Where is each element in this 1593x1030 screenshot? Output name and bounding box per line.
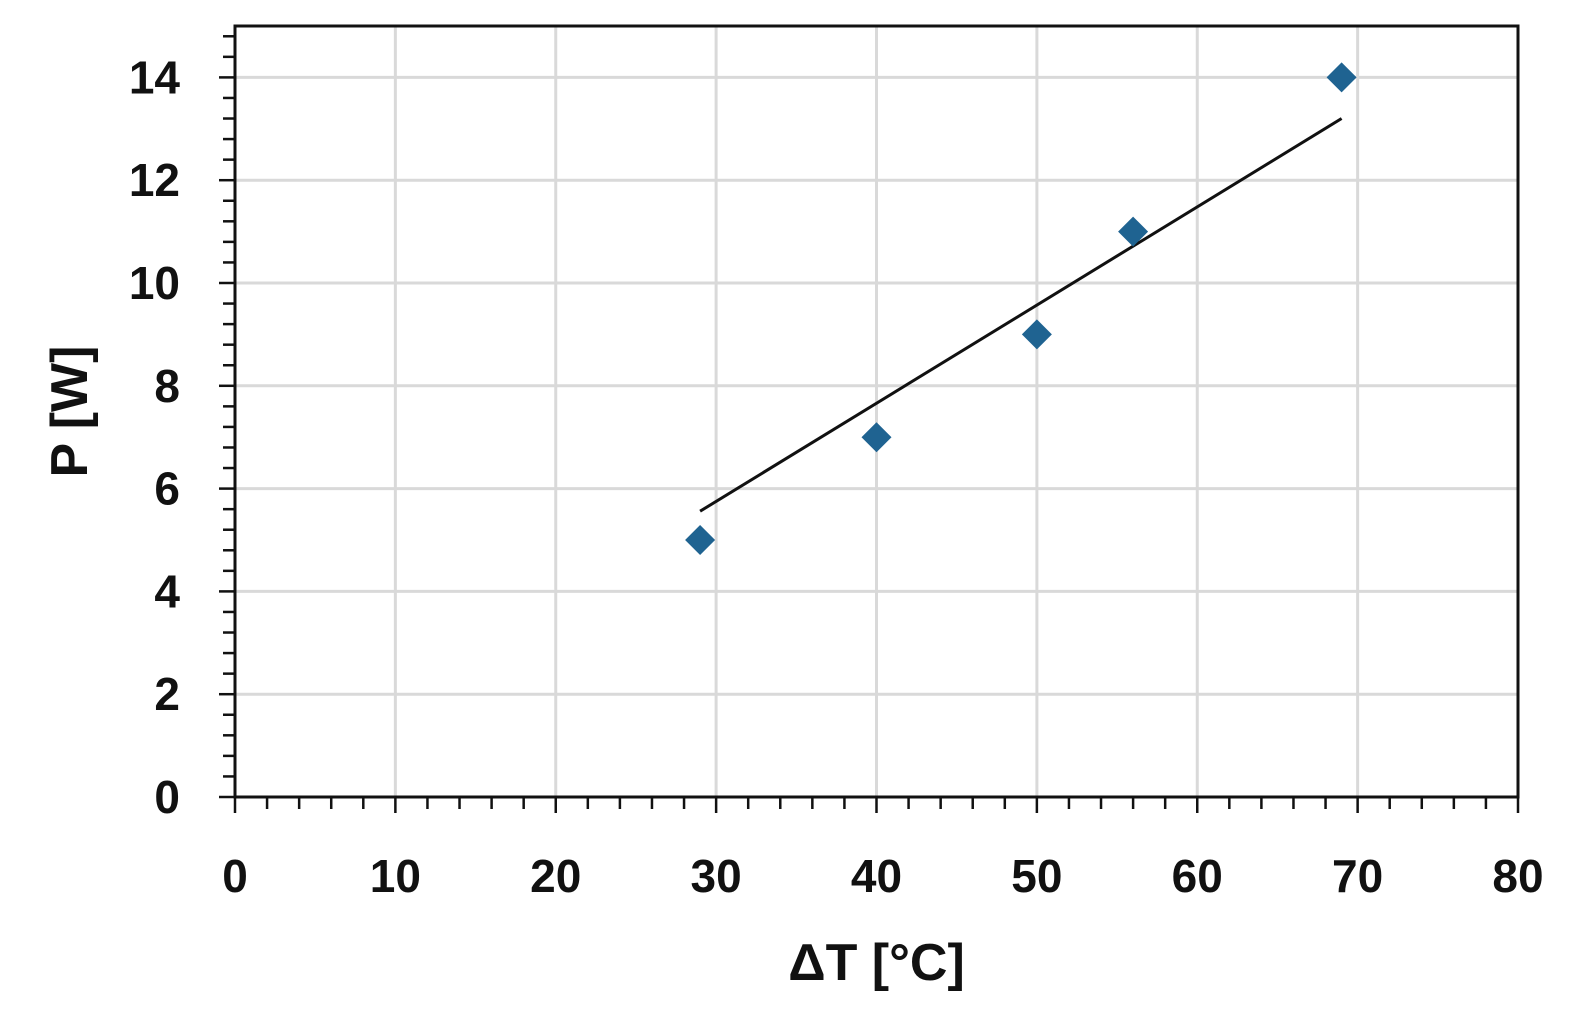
y-tick-label: 2 bbox=[154, 668, 180, 720]
y-tick-label: 6 bbox=[154, 463, 180, 515]
tick-labels: 0 10 20 30 40 50 60 70 80 0 2 4 6 8 10 12 14 bbox=[129, 51, 1544, 902]
linear-trendline bbox=[699, 117, 1343, 513]
y-tick-label: 12 bbox=[129, 154, 180, 206]
data-points bbox=[685, 62, 1357, 555]
data-point-diamond bbox=[861, 422, 892, 453]
x-axis-title: ΔT [°C] bbox=[788, 934, 965, 992]
axes bbox=[219, 26, 1520, 813]
x-tick-label: 20 bbox=[530, 850, 581, 902]
x-tick-label: 80 bbox=[1492, 850, 1543, 902]
trendline-group bbox=[699, 117, 1343, 513]
data-point-diamond bbox=[1021, 319, 1052, 350]
x-tick-label: 0 bbox=[222, 850, 248, 902]
y-axis-title: P [W] bbox=[41, 346, 99, 478]
y-tick-label: 14 bbox=[129, 51, 181, 103]
y-tick-label: 0 bbox=[154, 771, 180, 823]
gridlines bbox=[235, 26, 1518, 797]
x-tick-label: 40 bbox=[851, 850, 902, 902]
data-point-diamond bbox=[1326, 62, 1357, 93]
data-point-diamond bbox=[685, 525, 716, 555]
y-tick-label: 4 bbox=[154, 565, 180, 617]
data-point-diamond bbox=[1118, 216, 1149, 247]
y-tick-label: 10 bbox=[129, 257, 180, 309]
y-tick-label: 8 bbox=[154, 360, 180, 412]
x-tick-label: 10 bbox=[370, 850, 421, 902]
x-tick-label: 60 bbox=[1172, 850, 1223, 902]
x-tick-label: 50 bbox=[1011, 850, 1062, 902]
x-tick-label: 30 bbox=[691, 850, 742, 902]
x-tick-label: 70 bbox=[1332, 850, 1383, 902]
